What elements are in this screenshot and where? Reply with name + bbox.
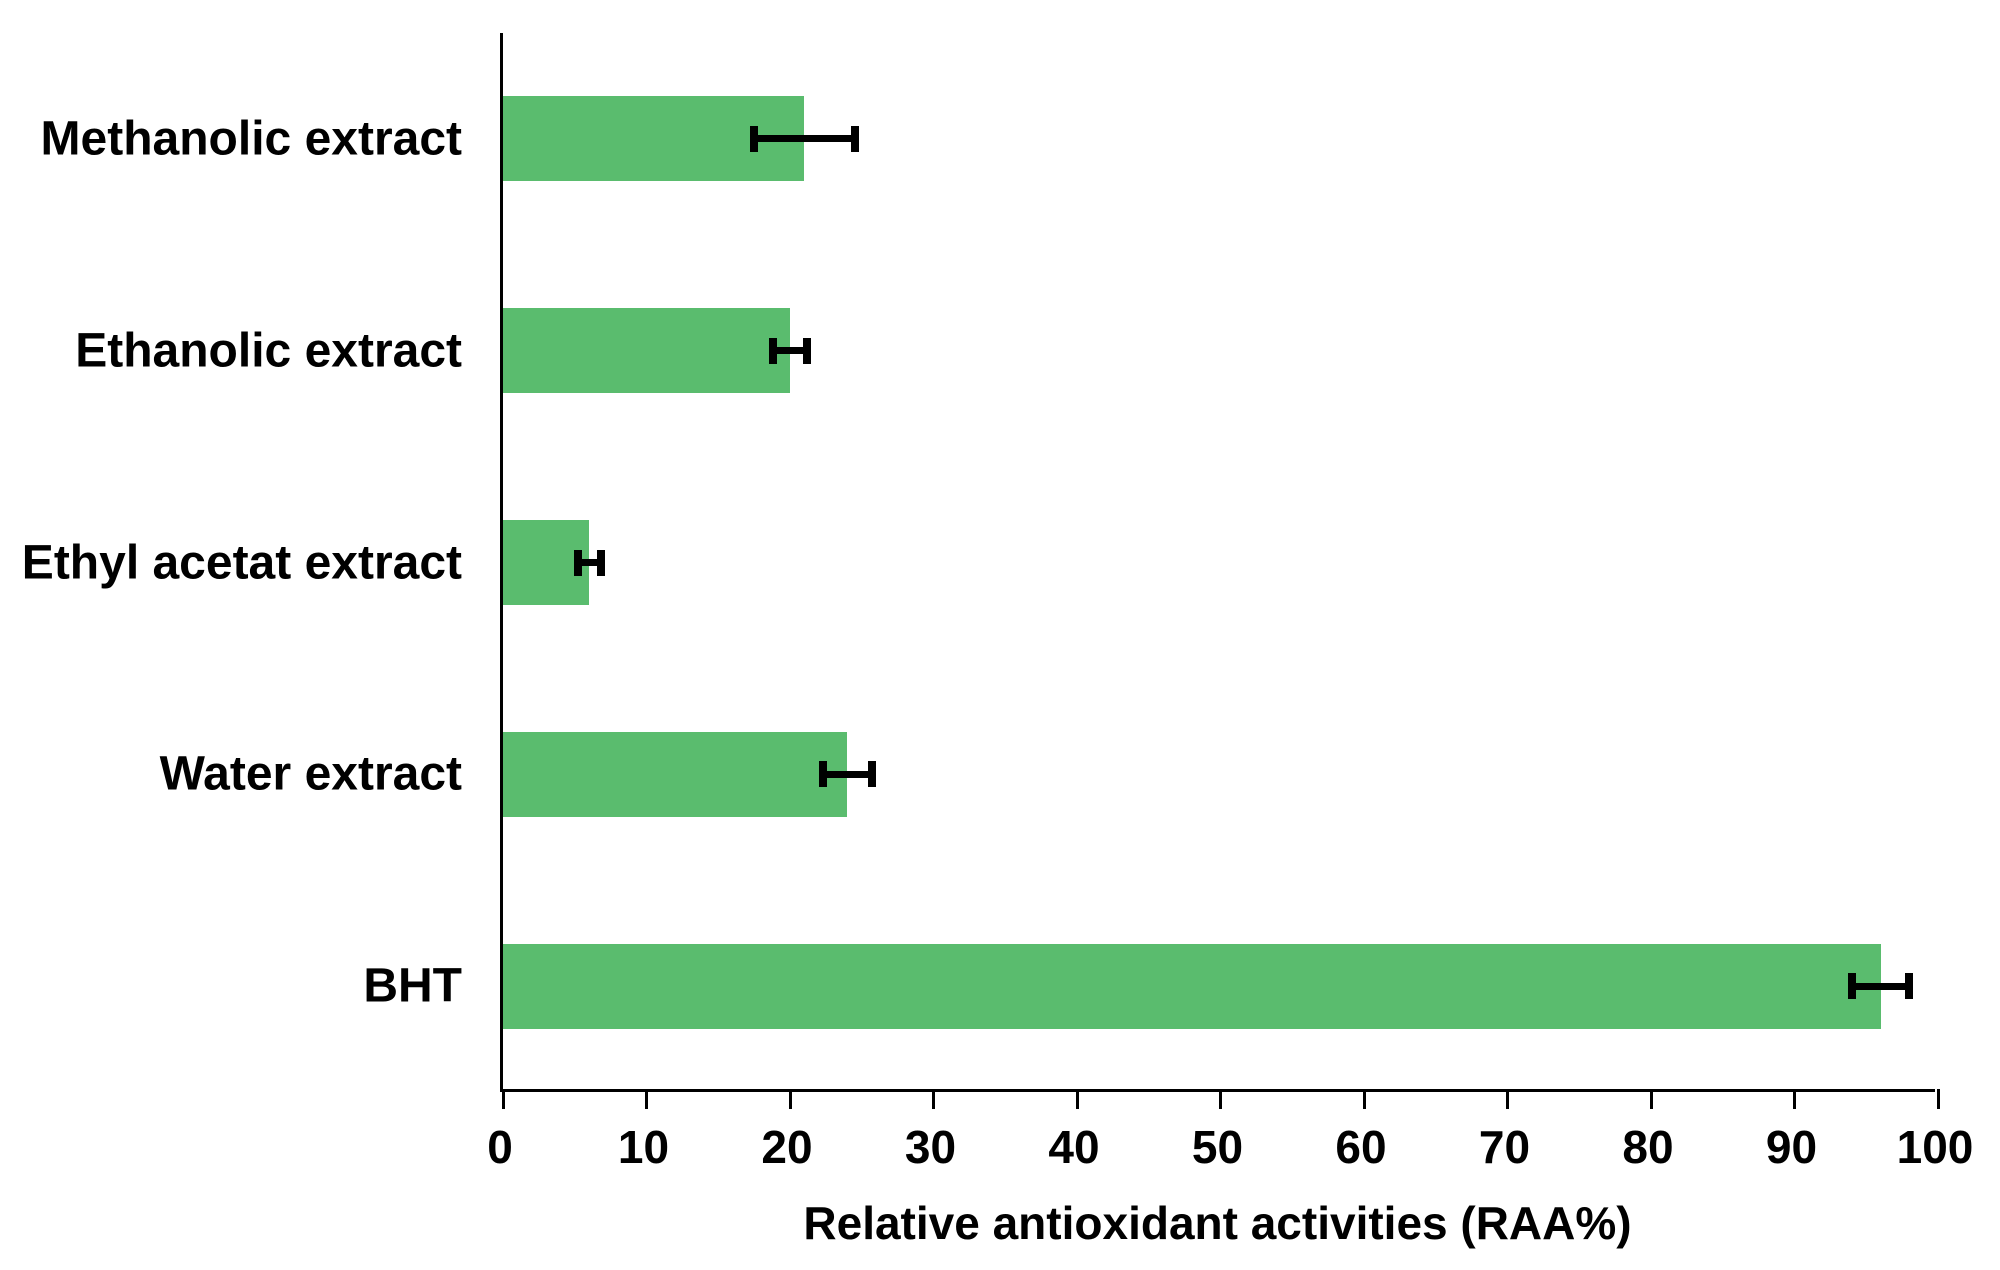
x-tick-4 (1075, 1089, 1079, 1109)
error-bar-cap-0-1 (850, 125, 859, 152)
category-label-0: Methanolic extract (40, 112, 462, 166)
error-bar-cap-3-1 (867, 761, 876, 788)
error-bar-3 (823, 770, 872, 778)
x-tick-10 (1936, 1089, 1940, 1109)
x-tick-label-10: 100 (1896, 1121, 1974, 1173)
error-bar-cap-2-1 (596, 549, 605, 576)
plot-area (500, 33, 1940, 1109)
x-tick-label-8: 80 (1622, 1121, 1674, 1173)
error-bar-cap-0-0 (750, 125, 759, 152)
x-tick-label-6: 60 (1335, 1121, 1387, 1173)
bar-4 (503, 943, 1881, 1029)
x-tick-7 (1506, 1089, 1509, 1109)
x-tick-label-5: 50 (1191, 1121, 1244, 1173)
error-bar-cap-4-0 (1847, 973, 1856, 1000)
x-tick-0 (501, 1089, 505, 1109)
error-bar-0 (754, 135, 855, 143)
category-label-3: Water extract (159, 747, 462, 801)
x-tick-3 (932, 1089, 935, 1109)
x-axis-title: Relative antioxidant activities (RAA%) (803, 1197, 1632, 1249)
error-bar-cap-1-1 (803, 337, 812, 364)
error-bar-cap-2-0 (573, 549, 582, 576)
x-tick-label-4: 40 (1048, 1121, 1100, 1173)
x-tick-5 (1219, 1089, 1222, 1109)
error-bar-1 (772, 347, 808, 355)
x-tick-8 (1649, 1089, 1653, 1109)
x-tick-label-1: 10 (617, 1121, 670, 1173)
x-tick-9 (1793, 1089, 1796, 1109)
category-label-1: Ethanolic extract (75, 324, 462, 378)
bar-1 (503, 308, 790, 394)
category-labels-column: Methanolic extract Ethanolic extract Ethyl… (0, 33, 462, 1092)
category-label-4: BHT (363, 959, 462, 1013)
error-bar-cap-4-1 (1905, 973, 1914, 1000)
error-bar-4 (1851, 982, 1910, 990)
error-bar-2 (577, 559, 601, 566)
error-bar-cap-1-0 (768, 337, 777, 364)
x-tick-6 (1362, 1089, 1366, 1109)
x-tick-label-7: 70 (1478, 1121, 1531, 1173)
x-tick-label-0: 0 (487, 1121, 513, 1173)
x-tick-label-3: 30 (904, 1121, 957, 1173)
bar-3 (503, 731, 848, 817)
x-tick-label-2: 20 (761, 1121, 813, 1173)
x-tick-label-9: 90 (1765, 1121, 1818, 1173)
error-bar-cap-3-0 (819, 761, 827, 788)
x-tick-2 (788, 1089, 792, 1109)
x-tick-1 (645, 1089, 648, 1109)
category-label-2: Ethyl acetat extract (21, 536, 462, 589)
